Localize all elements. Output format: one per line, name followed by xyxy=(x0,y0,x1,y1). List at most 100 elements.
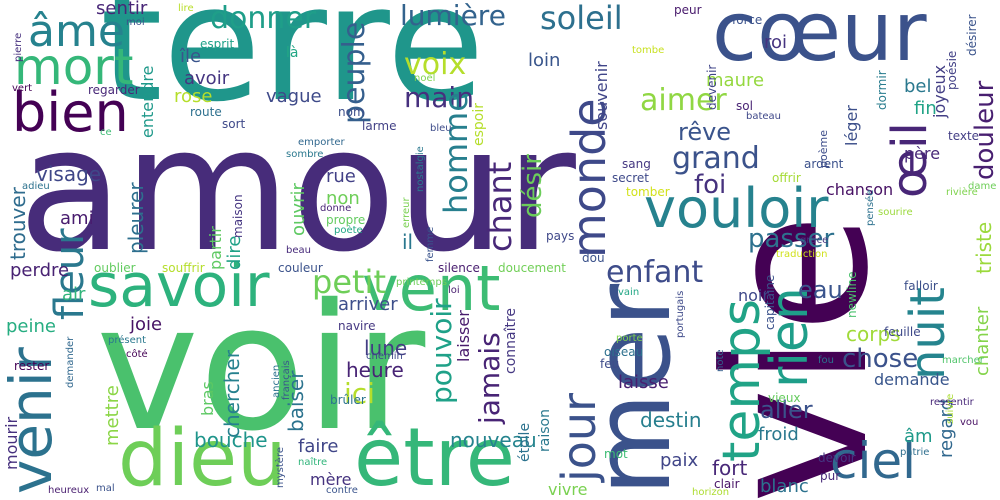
word: souvenir xyxy=(592,61,611,130)
word: nom xyxy=(338,105,365,119)
word: moi xyxy=(126,17,145,28)
word: marcher xyxy=(942,355,984,366)
word: homme xyxy=(437,92,475,214)
word: regarder xyxy=(88,83,140,97)
word: chemin xyxy=(366,351,403,362)
word: demande xyxy=(874,370,950,389)
word: chercher xyxy=(220,350,244,438)
word: passer xyxy=(748,224,835,254)
word: propre xyxy=(326,213,366,227)
word: tomber xyxy=(626,185,670,199)
word: grâce xyxy=(800,235,829,246)
word: dou xyxy=(582,251,605,265)
word: père xyxy=(904,144,941,163)
word: suivre xyxy=(945,393,956,424)
word: savoir xyxy=(88,251,270,321)
word: ici xyxy=(344,377,375,410)
word: mettre xyxy=(102,385,123,446)
word: lumière xyxy=(400,0,506,32)
word: soleil xyxy=(540,0,623,37)
word: être xyxy=(354,411,515,500)
word: dame xyxy=(968,181,997,192)
word: ciel xyxy=(830,432,917,490)
word: chant xyxy=(481,161,519,252)
word: rivière xyxy=(946,187,978,198)
word: vain xyxy=(618,287,640,298)
word: chanson xyxy=(826,180,894,199)
word: sombre xyxy=(286,149,324,160)
word: petit xyxy=(312,263,386,301)
word: rose xyxy=(174,86,213,107)
word: bouche xyxy=(194,428,268,452)
word: bleu xyxy=(430,123,452,134)
word: bel xyxy=(904,76,932,97)
word: vert xyxy=(12,83,33,94)
word: voix xyxy=(404,47,467,82)
word: dire xyxy=(224,235,245,270)
word: mystère xyxy=(275,447,286,488)
word: nouveau xyxy=(450,428,537,452)
word: vieux xyxy=(768,391,801,405)
word: poète xyxy=(334,225,363,236)
word: erreur xyxy=(401,197,412,228)
word: bras xyxy=(198,381,217,416)
word: île xyxy=(180,46,202,67)
word: jour xyxy=(552,393,606,482)
word: pays xyxy=(546,229,575,243)
word: voir xyxy=(96,267,426,470)
word: feuille xyxy=(884,325,921,339)
word: vent xyxy=(362,252,501,325)
word: vivre xyxy=(548,480,588,499)
word: sourire xyxy=(878,207,913,218)
word: désir xyxy=(518,154,548,218)
word: pouvoir xyxy=(425,298,458,404)
word: ressentir xyxy=(930,397,974,408)
word: note xyxy=(715,349,726,372)
word: paix xyxy=(660,450,699,471)
word: laisser xyxy=(454,310,473,362)
word: foi xyxy=(694,170,727,200)
word: demander xyxy=(65,336,76,388)
word: sol xyxy=(736,99,753,113)
word: pur xyxy=(820,469,841,483)
word: non xyxy=(326,188,360,209)
word: maison xyxy=(231,194,245,238)
word: rêve xyxy=(678,118,732,146)
word: là xyxy=(286,45,299,61)
word: sort xyxy=(222,117,246,131)
word: dormir xyxy=(875,70,889,110)
word: esprit xyxy=(200,37,235,51)
word: couleur xyxy=(278,261,323,275)
word: ami xyxy=(60,208,94,229)
word: blanc xyxy=(760,476,809,497)
word: poème xyxy=(817,130,830,168)
word: rue xyxy=(326,166,356,187)
word: silence xyxy=(438,261,480,275)
word: aimer xyxy=(640,83,727,118)
word: tombe xyxy=(632,45,665,56)
word: désirer xyxy=(965,14,979,56)
word: triste xyxy=(972,221,996,274)
word: ouvrir xyxy=(288,183,309,236)
word: heure xyxy=(346,358,404,382)
word: traduction xyxy=(776,249,828,260)
word: sentir xyxy=(96,0,148,19)
word: naître xyxy=(298,457,328,468)
word: mot xyxy=(604,447,628,461)
word: terre xyxy=(100,0,485,137)
word: horizon xyxy=(692,487,730,498)
word: oiseau xyxy=(604,345,644,359)
word: froid xyxy=(758,424,799,445)
word: devenir xyxy=(705,64,719,110)
word: emporter xyxy=(298,137,345,148)
word: dieu xyxy=(118,414,287,500)
word: âme xyxy=(28,6,125,57)
word: heureux xyxy=(48,485,90,496)
word: donne xyxy=(320,203,352,214)
word: feu xyxy=(600,357,620,371)
word: fin xyxy=(914,98,937,119)
word: femme xyxy=(425,226,436,262)
word: loi xyxy=(448,285,460,296)
word: noël xyxy=(414,73,436,84)
